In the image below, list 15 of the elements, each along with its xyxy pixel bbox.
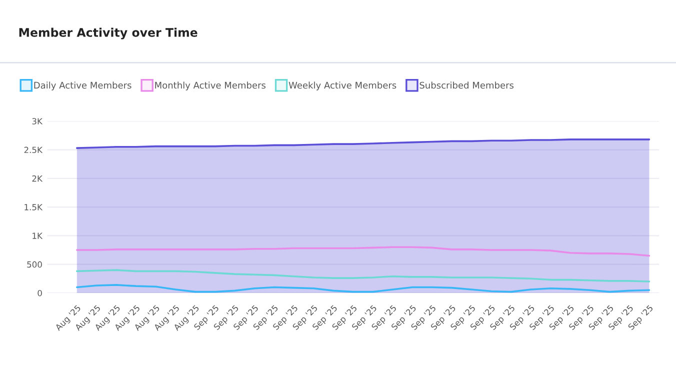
y-tick-label: 0 [38,290,42,296]
line-series [76,284,650,293]
y-tick-label: 500 [27,261,42,268]
y-tick-label: 2.5K [24,146,43,154]
y-tick-label: 1.5K [24,204,43,210]
y-tick-label: 1K [32,232,43,239]
line-series [76,246,650,257]
legend-label: Subscribed Members [420,82,514,89]
y-tick-label: 3K [32,118,43,124]
line-series [76,269,650,282]
legend-label: Daily Active Members [34,82,132,90]
legend-label: Weekly Active Members [288,82,396,90]
legend-label: Monthly Active Members [155,82,266,90]
chart-title: Member Activity over Time [19,28,198,40]
y-tick-label: 2K [32,175,43,182]
